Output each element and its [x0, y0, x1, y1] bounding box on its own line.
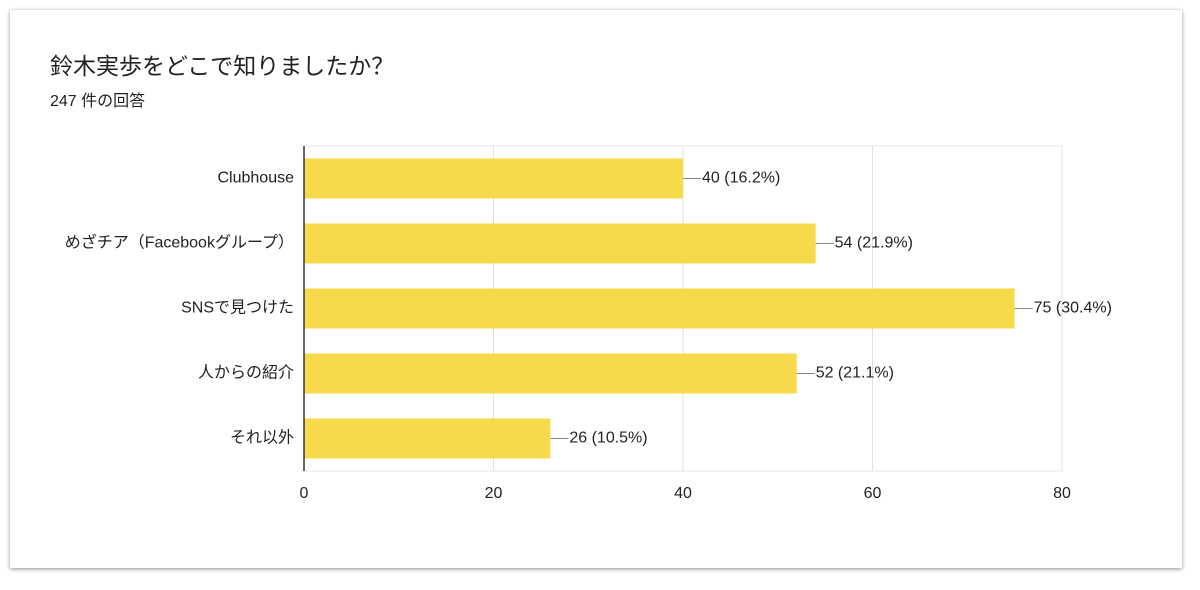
- chart-title: 鈴木実歩をどこで知りましたか？: [50, 53, 394, 79]
- data-label: 54 (21.9%): [835, 235, 913, 252]
- bar: [304, 418, 551, 459]
- chart-subtitle: 247 件の回答: [50, 92, 145, 110]
- data-label: 40 (16.2%): [702, 170, 780, 187]
- x-tick-label: 60: [864, 485, 882, 502]
- bar: [304, 158, 683, 199]
- x-tick-label: 80: [1053, 485, 1071, 502]
- bar: [304, 288, 1015, 329]
- data-label: 52 (21.1%): [816, 365, 894, 382]
- x-tick-label: 40: [674, 485, 692, 502]
- y-tick-label: めざチア（Facebookグループ）: [65, 233, 294, 252]
- y-tick-label: Clubhouse: [218, 170, 295, 187]
- bar: [304, 353, 797, 394]
- y-tick-label: SNSで見つけた: [181, 299, 294, 317]
- bar: [304, 223, 816, 264]
- x-tick-label: 20: [485, 485, 503, 502]
- data-label: 26 (10.5%): [569, 430, 647, 447]
- x-tick-label: 0: [300, 485, 309, 502]
- data-label: 75 (30.4%): [1034, 300, 1112, 317]
- y-tick-label: 人からの紹介: [198, 364, 294, 382]
- y-tick-label: それ以外: [230, 429, 294, 447]
